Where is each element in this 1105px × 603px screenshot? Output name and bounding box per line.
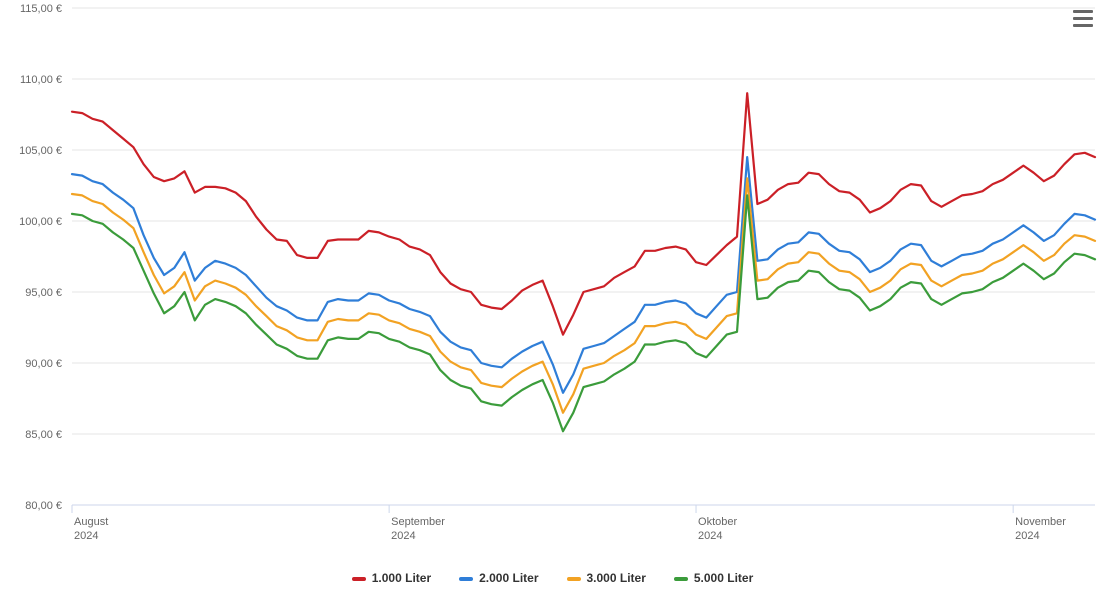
y-axis-label: 105,00 € xyxy=(19,145,62,157)
legend-item-2[interactable]: 3.000 Liter xyxy=(567,571,646,585)
chart-canvas: 80,00 € 85,00 € 90,00 € 95,00 € 100,00 € 105,… xyxy=(0,0,1105,603)
legend-swatch xyxy=(674,577,688,581)
x-axis-label-month: September xyxy=(391,516,445,528)
x-axis-label-year: 2024 xyxy=(1015,530,1039,542)
chart-legend: 1.000 Liter 2.000 Liter 3.000 Liter 5.000 L… xyxy=(0,570,1105,585)
y-axis-label: 85,00 € xyxy=(25,429,62,441)
x-axis-label-month: August xyxy=(74,516,108,528)
price-chart: 80,00 € 85,00 € 90,00 € 95,00 € 100,00 € 105,… xyxy=(0,0,1105,603)
legend-item-3[interactable]: 5.000 Liter xyxy=(674,571,753,585)
chart-menu-button[interactable] xyxy=(1071,6,1095,28)
x-axis-label-month: November xyxy=(1015,516,1066,528)
legend-swatch xyxy=(459,577,473,581)
legend-swatch xyxy=(352,577,366,581)
y-axis-label: 80,00 € xyxy=(25,500,62,512)
series-line-0[interactable] xyxy=(72,93,1095,334)
x-axis-label-year: 2024 xyxy=(391,530,415,542)
y-axis-label: 95,00 € xyxy=(25,287,62,299)
legend-label: 2.000 Liter xyxy=(479,571,538,585)
series-line-3[interactable] xyxy=(72,195,1095,431)
x-axis-label-month: Oktober xyxy=(698,516,737,528)
x-axis-label-year: 2024 xyxy=(698,530,722,542)
y-axis-label: 115,00 € xyxy=(20,3,62,15)
legend-label: 5.000 Liter xyxy=(694,571,753,585)
y-axis-label: 110,00 € xyxy=(20,74,62,86)
series-line-1[interactable] xyxy=(72,157,1095,393)
series-line-2[interactable] xyxy=(72,178,1095,412)
y-axis-label: 100,00 € xyxy=(19,216,62,228)
legend-item-1[interactable]: 2.000 Liter xyxy=(459,571,538,585)
legend-label: 1.000 Liter xyxy=(372,571,431,585)
legend-swatch xyxy=(567,577,581,581)
y-axis-label: 90,00 € xyxy=(25,358,62,370)
x-axis-label-year: 2024 xyxy=(74,530,98,542)
legend-item-0[interactable]: 1.000 Liter xyxy=(352,571,431,585)
y-gridlines xyxy=(72,8,1095,505)
legend-label: 3.000 Liter xyxy=(587,571,646,585)
